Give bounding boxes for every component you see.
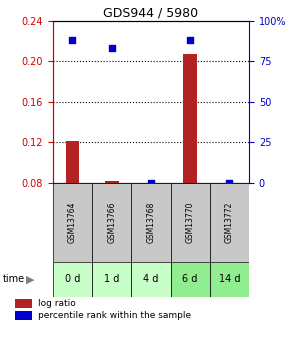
Text: log ratio: log ratio — [38, 299, 76, 308]
Bar — [53, 262, 92, 297]
Bar — [15, 299, 32, 308]
Bar — [210, 183, 249, 262]
Bar — [131, 262, 171, 297]
Bar — [53, 183, 92, 262]
Point — [149, 180, 153, 186]
Bar — [66, 141, 79, 183]
Text: GSM13772: GSM13772 — [225, 202, 234, 243]
Text: 4 d: 4 d — [143, 275, 159, 284]
Text: 6 d: 6 d — [183, 275, 198, 284]
Text: 0 d: 0 d — [65, 275, 80, 284]
Point — [70, 37, 75, 43]
Bar — [171, 183, 210, 262]
Text: GSM13768: GSM13768 — [146, 202, 155, 243]
Text: percentile rank within the sample: percentile rank within the sample — [38, 311, 191, 320]
Bar — [131, 183, 171, 262]
Bar — [92, 262, 131, 297]
Bar — [15, 311, 32, 319]
Bar — [183, 54, 197, 183]
Text: time: time — [3, 275, 25, 284]
Text: GSM13770: GSM13770 — [186, 202, 195, 243]
Bar — [210, 262, 249, 297]
Bar — [171, 262, 210, 297]
Bar — [92, 183, 131, 262]
Text: 14 d: 14 d — [219, 275, 240, 284]
Text: GSM13766: GSM13766 — [107, 202, 116, 243]
Title: GDS944 / 5980: GDS944 / 5980 — [103, 7, 198, 20]
Point — [188, 37, 193, 43]
Text: 1 d: 1 d — [104, 275, 119, 284]
Point — [227, 180, 232, 186]
Bar — [105, 181, 118, 183]
Point — [109, 46, 114, 51]
Text: ▶: ▶ — [26, 275, 35, 284]
Text: GSM13764: GSM13764 — [68, 202, 77, 243]
